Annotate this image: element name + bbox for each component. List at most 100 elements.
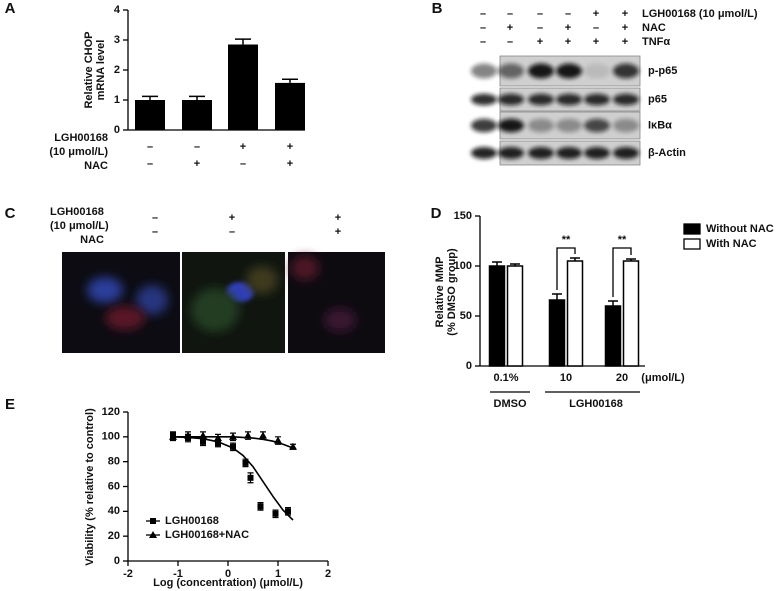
- sign: –: [593, 22, 599, 34]
- stain: [105, 306, 145, 330]
- stain: [291, 256, 319, 280]
- group-label: LGH00168: [569, 398, 623, 410]
- point: [244, 431, 252, 439]
- sign: +: [622, 22, 628, 34]
- blot-band: [471, 63, 497, 79]
- legend-marker: [149, 531, 157, 538]
- y-tick-label: 40: [108, 505, 120, 517]
- sign: +: [593, 36, 599, 48]
- point: [199, 431, 207, 439]
- bar: [488, 265, 506, 367]
- x-tick-label: 2: [325, 568, 331, 580]
- row-label: NAC: [642, 22, 666, 34]
- sign: –: [229, 226, 235, 238]
- row-label: (10 μmol/L): [50, 220, 109, 232]
- point: [215, 440, 221, 447]
- sign: –: [147, 141, 153, 153]
- blot-band: [556, 63, 582, 79]
- sign: –: [480, 8, 486, 20]
- row-label: LGH00168 (10 μmol/L): [642, 8, 758, 20]
- blot-band: [613, 147, 639, 159]
- x-tick-label: 10: [560, 372, 572, 384]
- sign: +: [287, 141, 293, 153]
- blot-band: [471, 118, 497, 133]
- blot-band: [584, 118, 610, 133]
- sign: –: [240, 158, 246, 170]
- blot-band: [471, 93, 497, 106]
- bar: [228, 44, 258, 130]
- y-tick-label: 120: [102, 406, 120, 418]
- blot-band: [528, 63, 554, 79]
- blot-band: [584, 63, 610, 79]
- y-axis-label: Relative CHOP: [83, 31, 95, 108]
- error-bar: [142, 95, 158, 100]
- x-tick-label: 0: [225, 568, 231, 580]
- legend-label: LGH00168: [165, 515, 219, 527]
- y-tick-label: 100: [454, 260, 472, 272]
- point: [229, 432, 237, 440]
- sign: –: [194, 141, 200, 153]
- sign: +: [335, 212, 341, 224]
- row-label: NAC: [80, 234, 104, 246]
- sign: –: [152, 226, 158, 238]
- micrographs: [62, 252, 385, 353]
- stain: [191, 288, 239, 332]
- error-bar: [235, 38, 251, 45]
- panel-letter: D: [431, 205, 442, 222]
- x-tick-label: 0.1%: [493, 372, 518, 384]
- y-axis-label: Viability (% relative to control): [84, 408, 96, 566]
- x-tick-label: -1: [173, 568, 183, 580]
- error-bar: [282, 78, 298, 83]
- blot-band: [584, 147, 610, 159]
- legend-label: LGH00168+NAC: [165, 529, 249, 541]
- point: [242, 459, 249, 466]
- point: [274, 436, 282, 444]
- point: [169, 432, 177, 440]
- bar: [135, 100, 165, 130]
- blot-band: [556, 118, 582, 133]
- y-tick-label: 1: [114, 94, 120, 106]
- sign: +: [593, 8, 599, 20]
- blot-label: p65: [648, 93, 667, 105]
- point: [214, 434, 222, 442]
- y-tick-label: 80: [108, 456, 120, 468]
- blot-band: [556, 147, 582, 159]
- bar: [275, 82, 305, 130]
- y-tick-label: 3: [114, 34, 120, 46]
- blot-band: [528, 147, 554, 159]
- y-axis-label: (% DMSO group): [446, 248, 458, 336]
- point: [257, 503, 264, 510]
- sign: +: [194, 158, 200, 170]
- error-bar: [608, 300, 618, 306]
- point: [289, 442, 297, 450]
- blot-band: [613, 63, 639, 79]
- sign: –: [507, 36, 513, 48]
- unit-label: (μmol/L): [641, 372, 685, 384]
- blot-label: β-Actin: [648, 147, 686, 159]
- legend-swatch: [683, 238, 701, 250]
- sign: +: [565, 22, 571, 34]
- nucleus: [136, 285, 168, 315]
- sign: –: [480, 36, 486, 48]
- blot-label: IκBα: [648, 119, 672, 131]
- y-tick-label: 150: [454, 210, 472, 222]
- significance-bracket: [612, 247, 632, 297]
- panel-letter: B: [432, 0, 443, 17]
- point: [259, 431, 267, 439]
- blot-label: p-p65: [648, 65, 677, 77]
- y-tick-label: 0: [114, 124, 120, 136]
- legend-label: Without NAC: [706, 223, 774, 235]
- sign: +: [622, 36, 628, 48]
- blot-band: [556, 93, 582, 106]
- row-label: TNFα: [642, 36, 670, 48]
- x-axis-label: Log (concentration) (μmol/L): [153, 577, 303, 589]
- y-tick-label: 2: [114, 64, 120, 76]
- y-tick-label: 50: [460, 310, 472, 322]
- y-tick-label: 0: [114, 555, 120, 567]
- y-tick-label: 4: [114, 4, 121, 16]
- bar: [566, 260, 584, 367]
- bar: [506, 265, 524, 367]
- blot-band: [528, 118, 554, 133]
- error-bar: [552, 293, 562, 300]
- sign: +: [622, 8, 628, 20]
